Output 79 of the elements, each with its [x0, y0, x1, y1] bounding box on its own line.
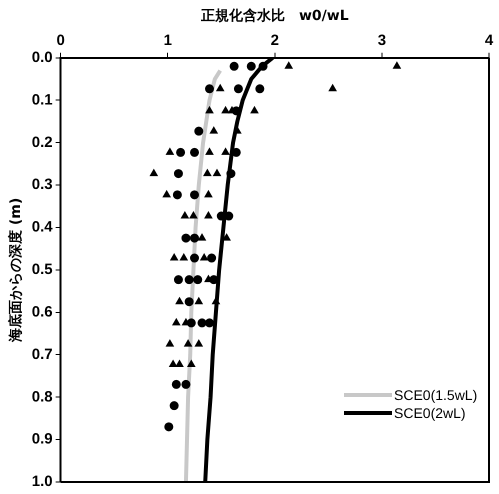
point	[189, 212, 198, 219]
point	[181, 234, 190, 243]
point	[176, 148, 186, 157]
point	[172, 318, 180, 326]
point	[205, 84, 214, 94]
point	[222, 148, 230, 155]
point	[184, 275, 194, 284]
point	[172, 380, 181, 389]
point	[250, 106, 258, 114]
point	[174, 275, 183, 284]
point	[204, 190, 212, 198]
point	[198, 234, 206, 241]
point	[181, 380, 190, 389]
point	[205, 318, 214, 328]
point	[184, 340, 192, 347]
y-tick-label: 0.8	[32, 388, 53, 406]
x-tick-label: 4	[484, 32, 494, 49]
point	[216, 84, 224, 92]
point	[187, 360, 196, 367]
point	[172, 190, 182, 200]
point	[246, 62, 256, 71]
y-tick-label: 0.2	[32, 134, 53, 151]
point	[180, 254, 188, 261]
point	[184, 297, 194, 306]
y-tick-label: 0.0	[32, 48, 53, 66]
point	[210, 126, 218, 134]
x-axis-title: 正規化含水比 w0/wL	[200, 8, 349, 24]
point	[166, 340, 174, 347]
point	[170, 401, 179, 410]
point	[258, 62, 268, 71]
y-tick-label: 0.9	[32, 430, 53, 448]
point	[174, 169, 183, 178]
y-tick-label: 0.3	[32, 176, 53, 194]
point	[200, 254, 208, 261]
point	[150, 169, 158, 176]
point	[194, 340, 203, 347]
point	[190, 254, 200, 263]
point	[180, 212, 189, 219]
point	[190, 234, 200, 243]
point	[203, 169, 212, 176]
point	[207, 254, 216, 263]
point	[392, 62, 401, 69]
point	[162, 190, 171, 198]
point	[206, 148, 214, 155]
y-tick-label: 0.7	[32, 346, 53, 363]
x-tick-label: 0	[56, 32, 65, 49]
y-tick-label: 1.0	[32, 473, 53, 490]
point	[255, 84, 264, 94]
point	[226, 169, 236, 178]
point	[166, 148, 174, 155]
point	[169, 360, 178, 367]
y-tick-label: 0.4	[32, 218, 54, 236]
point	[176, 360, 184, 367]
x-tick-label: 1	[164, 32, 172, 49]
legend-label: SCE0(2wL)	[394, 405, 466, 421]
point	[190, 190, 200, 200]
x-tick-label: 3	[378, 32, 386, 49]
point	[206, 106, 214, 114]
point	[213, 169, 221, 176]
point	[234, 84, 243, 94]
point	[190, 148, 200, 157]
point	[170, 254, 178, 261]
point	[193, 275, 202, 284]
point	[194, 126, 204, 136]
y-tick-label: 0.5	[32, 261, 53, 278]
point	[194, 297, 203, 304]
point	[230, 62, 239, 71]
point	[176, 297, 184, 304]
y-tick-label: 0.1	[32, 91, 53, 108]
y-axis-title: 海底面からの深度 (m)	[7, 198, 24, 344]
x-tick-label: 2	[270, 32, 279, 49]
point	[328, 84, 337, 92]
point	[222, 106, 230, 114]
point	[204, 212, 212, 219]
point	[198, 318, 207, 328]
y-tick-label: 0.6	[32, 303, 53, 320]
point	[284, 62, 293, 69]
legend-label: SCE0(1.5wL)	[394, 387, 478, 403]
point	[164, 422, 174, 432]
